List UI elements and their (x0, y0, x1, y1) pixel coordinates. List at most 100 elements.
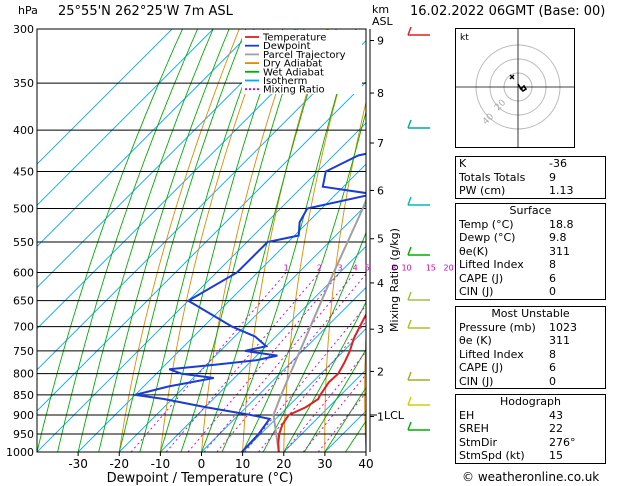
height-tick-label: 6 (377, 184, 384, 197)
surface-row-value: 0 (549, 285, 556, 298)
legend-entry: Parcel Trajectory (263, 50, 346, 61)
most_unstable-row-value: 311 (549, 334, 570, 347)
wind-barb-flag (407, 246, 412, 256)
height-tick-label: 4 (377, 277, 384, 290)
wind-barb-flag (407, 371, 412, 381)
most_unstable-title: Most Unstable (491, 307, 570, 320)
most_unstable-row-label: Lifted Index (459, 347, 524, 361)
indices-row-label: K (459, 157, 467, 170)
isotherm-line (37, 81, 366, 412)
wind-barb-flag (407, 26, 412, 36)
mixing-ratio-label: 4 (353, 264, 358, 273)
hodograph_table-row-value: 276° (549, 435, 576, 449)
most_unstable-row-label: CIN (J) (459, 374, 494, 388)
mixing-ratio-label: 5 (365, 264, 370, 273)
x-tick-label: 10 (235, 457, 250, 471)
height-tick-label: 2 (377, 365, 384, 378)
location-title: 25°55'N 262°25'W 7m ASL (58, 4, 233, 19)
pressure-tick-label: 750 (13, 345, 34, 358)
hodograph-trace (517, 83, 528, 93)
pressure-tick-label: 900 (13, 409, 34, 422)
indices-table: K -36 Totals Totals 9 PW (cm) 1.13 (455, 156, 606, 199)
surface-row-value: 311 (549, 244, 570, 258)
wind-barb-flag (407, 119, 412, 129)
most_unstable-row-value: 0 (549, 374, 556, 388)
wet-adiabat-line (283, 301, 366, 452)
most_unstable-row: θe (K) 311 (456, 334, 605, 348)
mixing-ratio-label: 8 (391, 264, 396, 273)
most_unstable-row-label: Pressure (mb) (459, 320, 536, 334)
surface-title: Surface (509, 204, 552, 217)
pressure-tick-label: 550 (13, 236, 34, 249)
surface-table: Surface Temp (°C) 18.8 Dewp (°C) 9.8 θe(K) 311… (455, 203, 606, 300)
x-tick-label: -20 (109, 457, 129, 471)
pressure-tick-label: 300 (13, 23, 34, 36)
legend-entry: Dry Adiabat (263, 59, 322, 70)
isotherm-line (201, 286, 366, 452)
surface-row: Lifted Index 8 (456, 258, 605, 272)
surface-row-label: Lifted Index (459, 258, 524, 271)
isotherm-line (37, 29, 337, 330)
pressure-tick-label: 500 (13, 202, 34, 215)
hodograph_table-row: StmSpd (kt) 15 (456, 449, 605, 463)
height-tick-label: 3 (377, 323, 384, 336)
copyright: © weatheronline.co.uk (462, 470, 600, 484)
surface-row-value: 9.8 (549, 231, 567, 244)
legend-entry: Isotherm (263, 76, 307, 87)
indices-row-label: Totals Totals (459, 170, 526, 184)
pressure-tick-label: 950 (13, 428, 34, 441)
mixing-ratio-label: 2 (317, 264, 322, 273)
height-axis: 1 2 3 4 5 6 7 8 9 LCL (369, 29, 405, 452)
legend-entry: Mixing Ratio (263, 85, 325, 96)
x-tick-label: -30 (68, 457, 88, 471)
hodograph_table-row: EH 43 (456, 409, 605, 423)
temperature-line (277, 312, 366, 452)
surface-row: CIN (J) 0 (456, 285, 605, 299)
km-label: km (372, 3, 390, 16)
wet-adiabat-line (57, 29, 199, 452)
dry-adiabat-line (364, 327, 366, 452)
mixing-ratio-line (244, 305, 366, 452)
datetime-title: 16.02.2022 06GMT (Base: 00) (410, 4, 606, 19)
hodograph_table-row-label: EH (459, 408, 475, 422)
hodograph: kt 20 40 (455, 28, 575, 148)
indices-row: K -36 (456, 157, 605, 171)
indices-row-value: 9 (549, 170, 556, 184)
indices-row-value: -36 (549, 157, 567, 170)
mixing-ratio-label: 1 (284, 264, 289, 273)
wet-adiabat-line (303, 348, 366, 452)
storm-motion-marker (509, 74, 515, 80)
parcel-trajectory-line (272, 197, 366, 452)
indices-row: PW (cm) 1.13 (456, 184, 605, 198)
x-tick-label: 0 (198, 457, 206, 471)
surface-row-label: θe(K) (459, 244, 489, 258)
pressure-axis-labels: 300 350 400 450 500 550 600 650 700 750 800 850 900 9… (6, 23, 34, 459)
most_unstable-row-value: 1023 (549, 320, 577, 334)
dry-adiabat-line (403, 29, 443, 452)
hodograph-ring-40: 40 (481, 112, 496, 127)
mixing-ratio-lines (130, 272, 366, 452)
height-tick-label: 1 (377, 411, 384, 424)
height-tick-label: 8 (377, 87, 384, 100)
pressure-tick-label: 450 (13, 165, 34, 178)
most_unstable-row: CIN (J) 0 (456, 375, 605, 389)
surface-row-value: 18.8 (549, 217, 574, 231)
x-tick-label: 40 (358, 457, 373, 471)
surface-row-label: CAPE (J) (459, 271, 504, 285)
hodograph_table-row: SREH 22 (456, 422, 605, 436)
pressure-tick-label: 700 (13, 321, 34, 334)
hodograph-ring-20: 20 (493, 98, 508, 113)
surface-row: θe(K) 311 (456, 245, 605, 259)
surface-row: Temp (°C) 18.8 (456, 218, 605, 232)
hodograph-kt-label: kt (460, 33, 469, 43)
surface-row-value: 6 (549, 271, 556, 285)
hodograph_table-row: StmDir 276° (456, 436, 605, 450)
mixing-ratio-line (283, 351, 366, 452)
mixing-ratio-label: 10 (401, 264, 411, 273)
most_unstable-row: CAPE (J) 6 (456, 361, 605, 375)
pressure-tick-label: 1000 (6, 446, 34, 459)
height-tick-label: 7 (377, 137, 384, 150)
mixing-ratio-line (187, 272, 341, 452)
hodograph_table-row-value: 22 (549, 422, 563, 435)
